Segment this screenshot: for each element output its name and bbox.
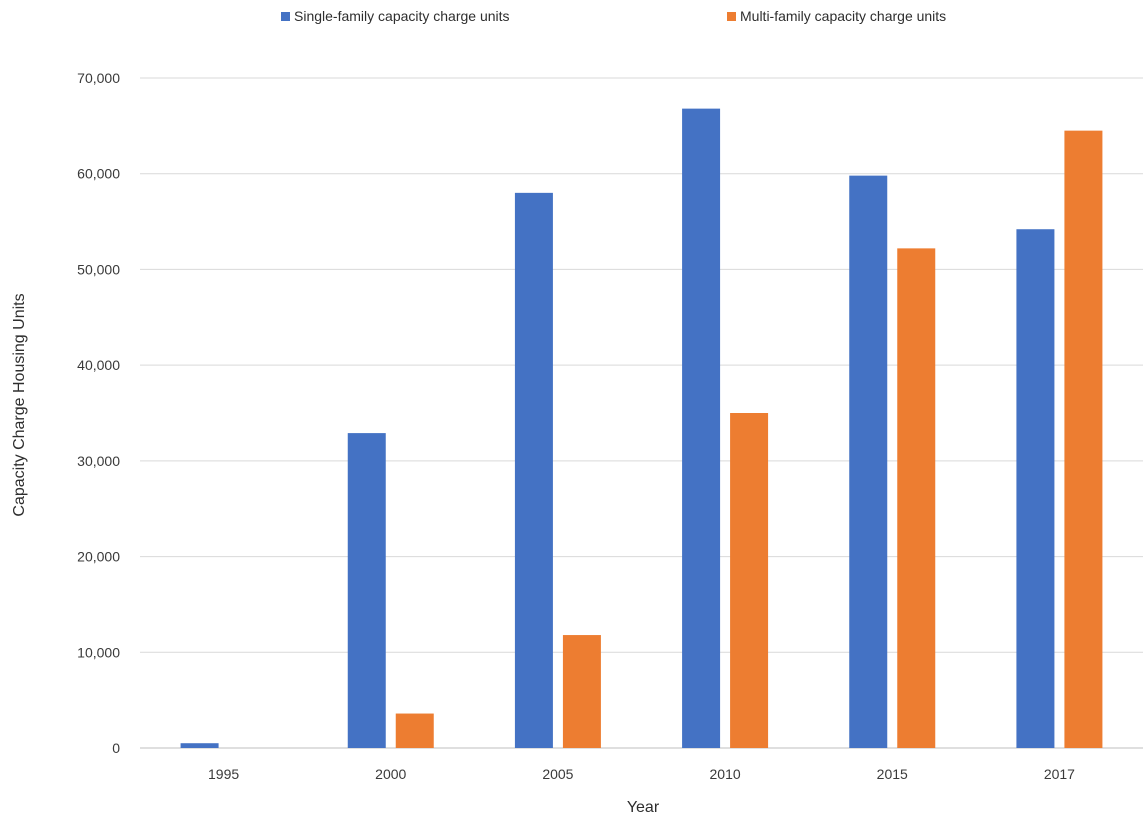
- bar-multi-family-2000: [395, 713, 434, 748]
- y-axis-title: Capacity Charge Housing Units: [11, 293, 28, 516]
- x-tick-label-2010: 2010: [710, 766, 741, 782]
- y-tick-label: 0: [112, 740, 120, 756]
- x-tick-label-2017: 2017: [1044, 766, 1075, 782]
- legend-swatch-multi-family: [727, 12, 736, 21]
- bar-multi-family-2017: [1064, 130, 1103, 749]
- bar-multi-family-2010: [730, 413, 769, 748]
- y-tick-label: 10,000: [77, 644, 120, 660]
- bar-single-family-2017: [1016, 229, 1055, 748]
- x-tick-label-2015: 2015: [877, 766, 908, 782]
- bar-single-family-2010: [682, 108, 721, 749]
- bars: [180, 108, 1103, 749]
- legend: Single-family capacity charge units Mult…: [281, 8, 946, 24]
- x-axis-tick-labels: 1995 2000 2005 2010 2015 2017: [208, 766, 1075, 782]
- x-tick-label-2000: 2000: [375, 766, 406, 782]
- y-axis-tick-labels: 0 10,000 20,000 30,000 40,000 50,000 60,000 70,…: [77, 70, 120, 756]
- bar-single-family-1995: [180, 743, 219, 748]
- legend-swatch-single-family: [281, 12, 290, 21]
- bar-multi-family-2005: [562, 635, 601, 748]
- legend-label-single-family: Single-family capacity charge units: [294, 8, 510, 24]
- x-tick-label-2005: 2005: [542, 766, 573, 782]
- x-tick-label-1995: 1995: [208, 766, 239, 782]
- bar-single-family-2000: [347, 433, 386, 748]
- legend-label-multi-family: Multi-family capacity charge units: [740, 8, 946, 24]
- bar-multi-family-2015: [897, 248, 936, 748]
- y-tick-label: 60,000: [77, 166, 120, 182]
- y-tick-label: 70,000: [77, 70, 120, 86]
- y-tick-label: 30,000: [77, 453, 120, 469]
- bar-single-family-2005: [514, 192, 553, 748]
- y-tick-label: 50,000: [77, 261, 120, 277]
- y-tick-label: 40,000: [77, 357, 120, 373]
- bar-single-family-2015: [849, 175, 888, 749]
- y-tick-label: 20,000: [77, 549, 120, 565]
- gridlines: [140, 77, 1143, 749]
- x-axis-title: Year: [627, 799, 660, 816]
